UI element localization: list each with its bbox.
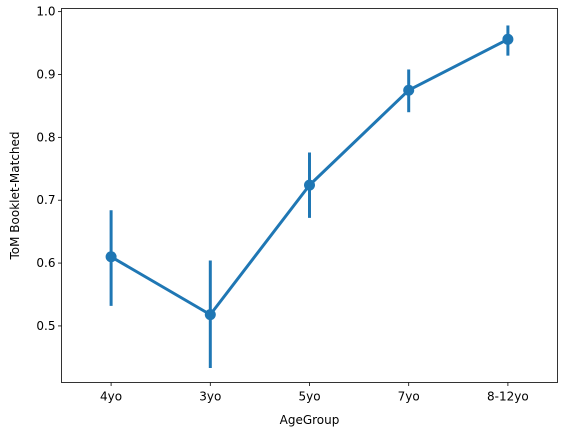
x-tick-label: 8-12yo — [487, 390, 529, 404]
data-point — [105, 251, 117, 263]
y-tick-label: 1.0 — [36, 5, 55, 19]
y-tick-label: 0.5 — [36, 319, 55, 333]
x-tick-label: 4yo — [100, 390, 122, 404]
y-tick-label: 0.8 — [36, 130, 55, 144]
data-point — [403, 84, 415, 96]
data-points — [105, 33, 514, 321]
x-axis-label: AgeGroup — [280, 413, 340, 427]
x-tick-label: 7yo — [398, 390, 420, 404]
y-axis-ticks: 0.5 0.6 0.7 0.8 0.9 1.0 — [36, 5, 62, 333]
error-bars — [109, 25, 510, 369]
x-tick-label: 5yo — [298, 390, 320, 404]
y-tick-label: 0.7 — [36, 193, 55, 207]
y-axis-label: ToM Booklet-Matched — [8, 131, 22, 260]
x-axis-ticks: 4yo 3yo 5yo 7yo 8-12yo — [100, 382, 529, 404]
y-tick-label: 0.9 — [36, 68, 55, 82]
data-point — [204, 309, 216, 321]
x-tick-label: 3yo — [199, 390, 221, 404]
plot-area: 0.5 0.6 0.7 0.8 0.9 1.0 4yo 3yo 5yo 7yo 8-12yo — [36, 5, 558, 404]
y-tick-label: 0.6 — [36, 256, 55, 270]
data-point — [502, 33, 514, 45]
data-point — [304, 179, 315, 191]
